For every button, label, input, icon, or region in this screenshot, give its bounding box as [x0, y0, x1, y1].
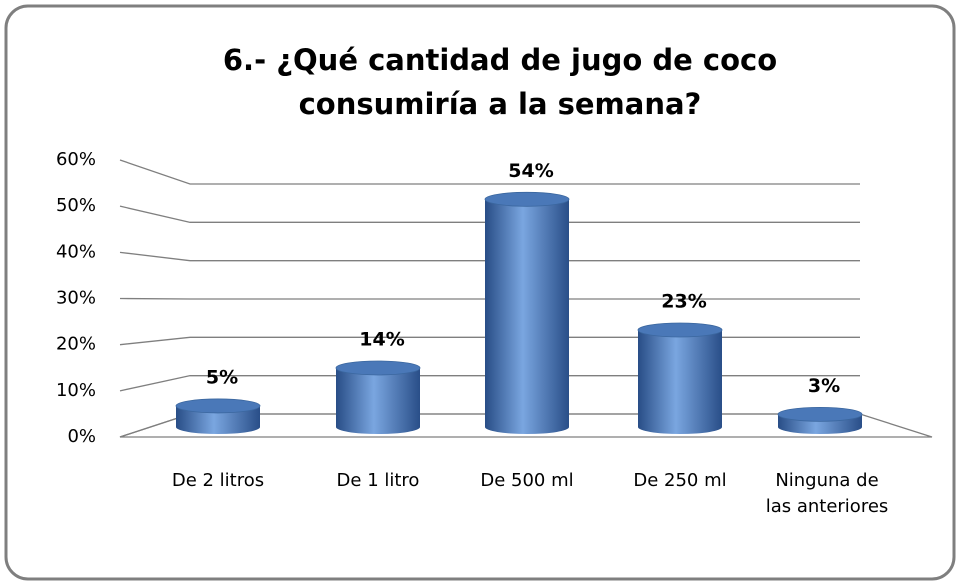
bar	[638, 330, 722, 434]
chart-frame	[4, 4, 956, 581]
grid-line	[119, 251, 860, 262]
y-tick-label: 0%	[67, 426, 96, 447]
y-tick-label: 60%	[56, 149, 96, 170]
grid-line	[119, 336, 860, 346]
bar	[336, 367, 420, 434]
grid-line	[119, 159, 860, 185]
x-tick-label: De 500 ml	[480, 470, 574, 491]
grid-line	[119, 297, 860, 300]
bar-top	[175, 398, 261, 414]
data-label: 23%	[661, 291, 706, 313]
bar	[176, 405, 260, 434]
data-label: 14%	[359, 328, 404, 350]
x-tick-label: De 1 litro	[336, 470, 420, 491]
x-tick-label: Ninguna de las anteriores	[765, 470, 889, 517]
y-tick-label: 50%	[56, 195, 96, 216]
bar	[485, 199, 569, 434]
chart-title: 6.- ¿Qué cantidad de jugo de coco consum…	[222, 43, 778, 121]
y-tick-label: 40%	[56, 241, 96, 262]
grid-line	[119, 375, 860, 392]
x-tick-label: De 2 litros	[171, 470, 265, 491]
y-tick-label: 30%	[56, 288, 96, 309]
data-label: 54%	[508, 160, 553, 182]
x-tick-label: De 250 ml	[633, 470, 727, 491]
y-tick-label: 10%	[56, 380, 96, 401]
data-label: 3%	[808, 375, 840, 397]
grid-line	[119, 205, 860, 223]
y-tick-label: 20%	[56, 334, 96, 355]
bar-top	[335, 360, 421, 376]
data-label: 5%	[206, 366, 238, 388]
bar-top	[777, 406, 863, 422]
bar-top	[637, 322, 723, 338]
bar-top	[484, 191, 570, 207]
